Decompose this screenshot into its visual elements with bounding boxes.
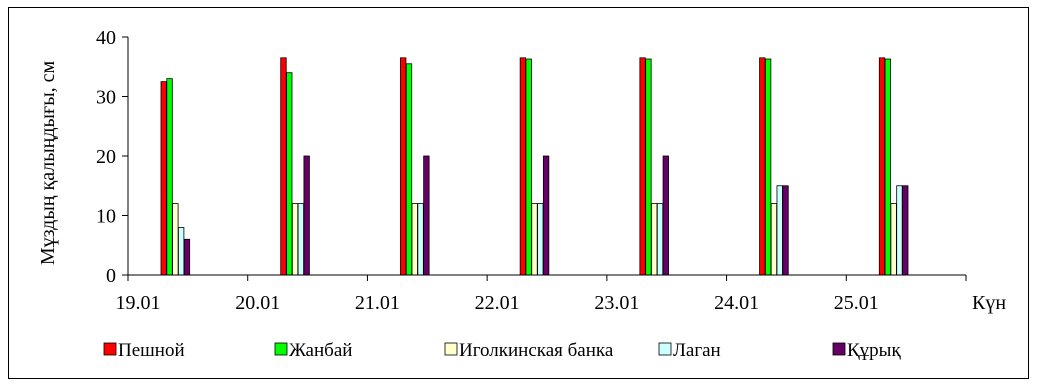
bar-5-21.01 <box>423 155 430 276</box>
bar-3-25.01 <box>890 203 897 276</box>
bar-2-25.01 <box>884 58 891 276</box>
y-axis-title: Мұздың қалыңдығы, см <box>37 61 59 266</box>
legend-swatch <box>103 342 117 356</box>
bar-4-20.01 <box>297 203 305 276</box>
y-ticks: 0 10 20 30 40 <box>96 27 128 287</box>
legend-label: Пешной <box>118 340 185 361</box>
bar-2-19.01 <box>166 78 173 276</box>
legend-label: Құрық <box>847 340 901 361</box>
bar-5-24.01 <box>782 185 789 276</box>
bar-1-21.01 <box>400 57 407 276</box>
bar-5-25.01 <box>902 185 909 276</box>
x-tick-label: 20.01 <box>235 292 280 314</box>
legend-label: Лаган <box>673 340 721 361</box>
x-tick-label: 23.01 <box>594 292 639 314</box>
x-tick-label: 22.01 <box>475 292 520 314</box>
bar-1-22.01 <box>519 57 527 276</box>
legend-swatch <box>274 342 288 356</box>
y-tick-label: 40 <box>96 27 116 49</box>
x-tick-label: 19.01 <box>116 292 161 314</box>
bar-4-22.01 <box>537 203 544 276</box>
bar-2-20.01 <box>286 72 293 276</box>
bar-5-22.01 <box>542 155 550 276</box>
bar-1-25.01 <box>878 57 886 276</box>
bar-3-19.01 <box>172 203 179 276</box>
y-tick-label: 20 <box>96 146 116 168</box>
bar-3-21.01 <box>411 203 418 276</box>
legend-swatch <box>658 342 672 356</box>
bar-3-20.01 <box>291 203 299 276</box>
bar-3-23.01 <box>651 203 658 276</box>
bar-5-20.01 <box>303 155 310 276</box>
bar-4-25.01 <box>896 185 903 276</box>
bar-4-24.01 <box>776 185 783 276</box>
bar-4-23.01 <box>656 203 664 276</box>
y-tick-label: 30 <box>96 87 116 109</box>
bar-3-24.01 <box>770 203 778 276</box>
bar-5-23.01 <box>662 155 669 276</box>
y-tick-label: 10 <box>96 206 116 228</box>
bar-1-23.01 <box>639 57 646 276</box>
y-tick-label: 0 <box>106 265 116 287</box>
x-axis-title: Күн <box>972 292 1006 314</box>
legend-label: Жанбай <box>289 340 352 361</box>
bar-2-23.01 <box>645 58 652 276</box>
bar-1-20.01 <box>280 57 287 276</box>
bar-2-21.01 <box>405 63 413 276</box>
bar-4-19.01 <box>177 226 185 276</box>
legend-swatch <box>444 342 458 356</box>
bar-3-22.01 <box>531 203 538 276</box>
legend-swatch <box>832 342 846 356</box>
bar-5-19.01 <box>183 238 191 276</box>
bars-layer <box>160 57 909 276</box>
bar-2-24.01 <box>764 58 772 276</box>
legend-label: Иголкинская банка <box>459 340 614 361</box>
x-tick-label: 24.01 <box>714 292 759 314</box>
chart-frame <box>8 7 1029 379</box>
x-tick-label: 21.01 <box>355 292 400 314</box>
bar-1-19.01 <box>160 81 167 276</box>
legend: Пешной Жанбай Иголкинская банка Лаган Құрық <box>103 340 901 361</box>
x-ticks: 19.01 20.01 21.01 22.01 23.01 24.01 25.01 <box>116 275 967 314</box>
bar-2-22.01 <box>525 58 532 276</box>
x-tick-label: 25.01 <box>834 292 879 314</box>
bar-1-24.01 <box>759 57 766 276</box>
bar-4-21.01 <box>417 203 424 276</box>
